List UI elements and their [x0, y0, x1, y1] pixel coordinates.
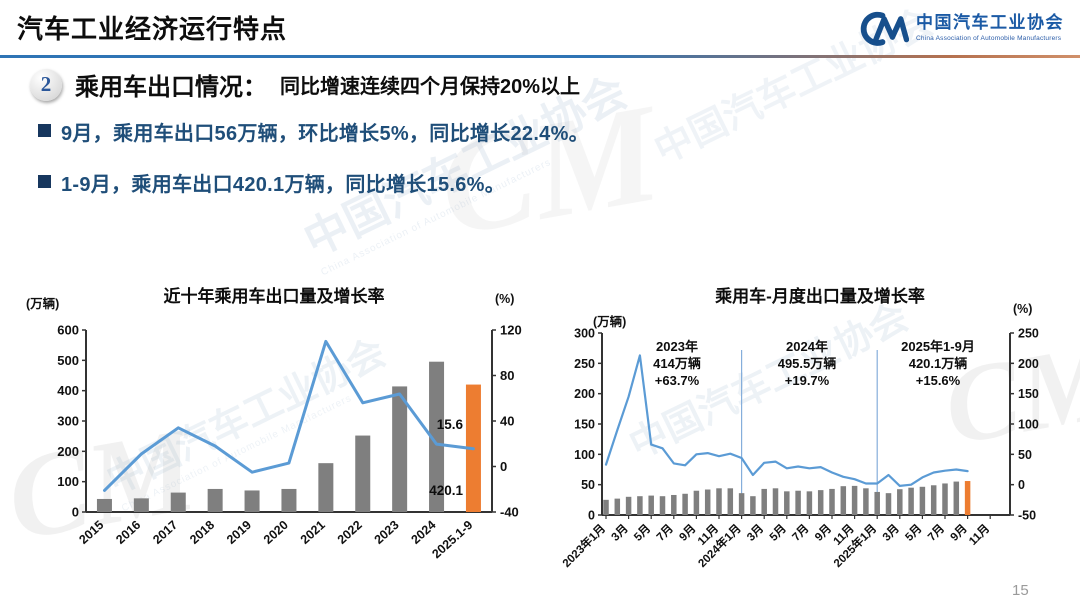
svg-text:5月: 5月	[767, 522, 789, 544]
svg-text:7月: 7月	[790, 522, 812, 544]
caam-logo-text: 中国汽车工业协会 China Association of Automobile…	[916, 13, 1064, 42]
svg-text:420.1: 420.1	[429, 483, 463, 498]
svg-text:5月: 5月	[903, 522, 925, 544]
org-name-cn: 中国汽车工业协会	[916, 13, 1064, 33]
svg-text:200: 200	[57, 444, 79, 459]
svg-text:3月: 3月	[880, 522, 902, 544]
svg-text:2023年1月: 2023年1月	[560, 521, 608, 570]
svg-text:2019: 2019	[224, 518, 254, 547]
svg-text:9月: 9月	[812, 522, 834, 544]
section-heading-main: 乘用车出口情况：	[75, 74, 267, 101]
chart-monthly-exports: 乘用车-月度出口量及增长率 (万辆) (%) 0 50 100 150 200 250 30…	[560, 278, 1080, 603]
svg-text:500: 500	[57, 353, 79, 368]
svg-text:2017: 2017	[150, 518, 180, 547]
caam-logo: 中国汽车工业协会 China Association of Automobile…	[851, 8, 1064, 48]
svg-text:50: 50	[1018, 448, 1032, 462]
page-title: 汽车工业经济运行特点	[17, 14, 288, 44]
svg-text:2020: 2020	[261, 518, 291, 547]
bullet-item: 1-9月，乘用车出口420.1万辆，同比增长15.6%。	[38, 168, 589, 197]
svg-text:100: 100	[1018, 418, 1039, 432]
annotation-2023: 2023年 414万辆 +63.7%	[653, 339, 701, 389]
svg-text:2021: 2021	[298, 518, 328, 547]
svg-text:100: 100	[57, 474, 79, 489]
svg-text:5月: 5月	[631, 522, 653, 544]
chart-annual-title: 近十年乘用车出口量及增长率	[163, 287, 385, 306]
svg-text:50: 50	[581, 478, 595, 492]
chart-monthly-plot: 0 50 100 150 200 250 300 -50 0 50 100 150 200 250 2023…	[560, 327, 1039, 571]
chart-annual-left-unit: (万辆)	[26, 297, 60, 311]
svg-text:0: 0	[500, 459, 507, 474]
chart-annual-right-unit: (%)	[495, 292, 515, 306]
bullet-text: 1-9月，乘用车出口420.1万辆，同比增长15.6%。	[61, 174, 506, 196]
svg-text:2022: 2022	[335, 518, 365, 547]
org-name-en: China Association of Automobile Manufact…	[916, 34, 1062, 42]
annotation-2025: 2025年1-9月 420.1万辆 +15.6%	[901, 339, 975, 389]
bullet-item: 9月，乘用车出口56万辆，环比增长5%，同比增长22.4%。	[38, 117, 589, 146]
svg-text:600: 600	[57, 323, 79, 338]
svg-text:0: 0	[72, 505, 79, 520]
bullet-text: 9月，乘用车出口56万辆，环比增长5%，同比增长22.4%。	[61, 123, 589, 145]
svg-text:2023: 2023	[372, 518, 402, 547]
title-divider	[0, 55, 1080, 58]
section-heading-sub: 同比增速连续四个月保持20%以上	[280, 76, 581, 98]
svg-text:120: 120	[500, 323, 522, 338]
svg-text:7月: 7月	[925, 522, 947, 544]
svg-text:3月: 3月	[609, 522, 631, 544]
svg-text:150: 150	[574, 418, 595, 432]
chart-monthly-right-unit: (%)	[1013, 302, 1033, 316]
svg-text:400: 400	[57, 383, 79, 398]
bullet-square-icon	[38, 124, 51, 137]
svg-text:-40: -40	[500, 505, 519, 520]
svg-text:40: 40	[500, 414, 514, 429]
chart-annual-exports: 近十年乘用车出口量及增长率 (万辆) (%) 0 100 200 300 400 500 6…	[18, 278, 530, 603]
svg-text:150: 150	[1018, 387, 1039, 401]
svg-text:2025.1-9: 2025.1-9	[429, 518, 475, 561]
svg-text:250: 250	[1018, 327, 1039, 341]
svg-text:11月: 11月	[966, 522, 992, 548]
svg-text:2018: 2018	[187, 518, 217, 547]
svg-text:2024: 2024	[409, 518, 439, 547]
svg-text:9月: 9月	[677, 522, 699, 544]
chart-monthly-title: 乘用车-月度出口量及增长率	[715, 287, 925, 306]
svg-text:2015: 2015	[76, 518, 106, 547]
svg-text:3月: 3月	[744, 522, 766, 544]
section-heading: 2 乘用车出口情况： 同比增速连续四个月保持20%以上	[30, 67, 580, 102]
svg-text:15.6: 15.6	[437, 417, 464, 432]
svg-text:2016: 2016	[113, 518, 143, 547]
svg-text:80: 80	[500, 368, 514, 383]
svg-text:7月: 7月	[654, 522, 676, 544]
section-number-badge: 2	[30, 68, 62, 101]
caam-logo-icon	[860, 11, 909, 46]
bullet-list: 9月，乘用车出口56万辆，环比增长5%，同比增长22.4%。 1-9月，乘用车出…	[38, 117, 589, 219]
svg-text:100: 100	[574, 448, 595, 462]
page-number: 15	[1012, 582, 1029, 599]
svg-text:200: 200	[1018, 357, 1039, 371]
bullet-square-icon	[38, 175, 51, 188]
svg-text:9月: 9月	[948, 522, 970, 544]
svg-text:300: 300	[57, 414, 79, 429]
chart-monthly-left-unit: (万辆)	[593, 315, 627, 329]
svg-text:250: 250	[574, 357, 595, 371]
annotation-2024: 2024年 495.5万辆 +19.7%	[777, 339, 837, 389]
svg-text:-50: -50	[1018, 509, 1036, 523]
svg-text:0: 0	[588, 509, 595, 523]
svg-text:200: 200	[574, 387, 595, 401]
svg-text:300: 300	[574, 327, 595, 341]
svg-text:0: 0	[1018, 478, 1025, 492]
